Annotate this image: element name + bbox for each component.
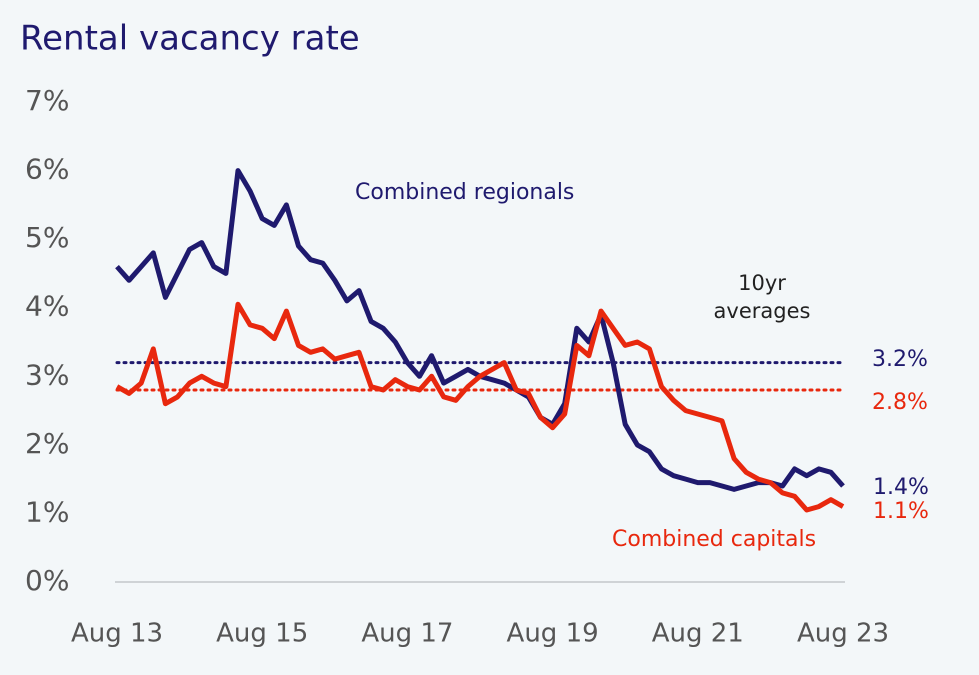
y-tick-label: 0% xyxy=(25,564,69,597)
y-tick-label: 1% xyxy=(25,495,69,528)
y-tick-label: 3% xyxy=(25,358,69,391)
reference-label: 2.8% xyxy=(872,390,928,415)
y-tick-label: 5% xyxy=(25,221,69,254)
y-tick-label: 7% xyxy=(25,84,69,117)
end-label: 1.4% xyxy=(873,475,929,500)
x-tick-label: Aug 19 xyxy=(507,619,599,649)
y-tick-label: 2% xyxy=(25,427,69,460)
series-name: Combined regionals xyxy=(355,180,574,205)
series-name: Combined capitals xyxy=(612,527,816,552)
annotation: 10yr xyxy=(738,271,786,295)
chart-title: Rental vacancy rate xyxy=(20,19,360,59)
x-tick-label: Aug 15 xyxy=(216,619,308,649)
series-line xyxy=(115,301,845,513)
annotation: averages xyxy=(714,299,811,323)
end-label: 1.1% xyxy=(873,499,929,524)
x-tick-label: Aug 23 xyxy=(797,619,889,649)
x-tick-label: Aug 21 xyxy=(652,619,744,649)
y-tick-label: 6% xyxy=(25,153,69,186)
x-tick-label: Aug 17 xyxy=(361,619,453,649)
x-tick-label: Aug 13 xyxy=(71,619,163,649)
reference-label: 3.2% xyxy=(872,347,928,372)
y-tick-label: 4% xyxy=(25,290,69,323)
